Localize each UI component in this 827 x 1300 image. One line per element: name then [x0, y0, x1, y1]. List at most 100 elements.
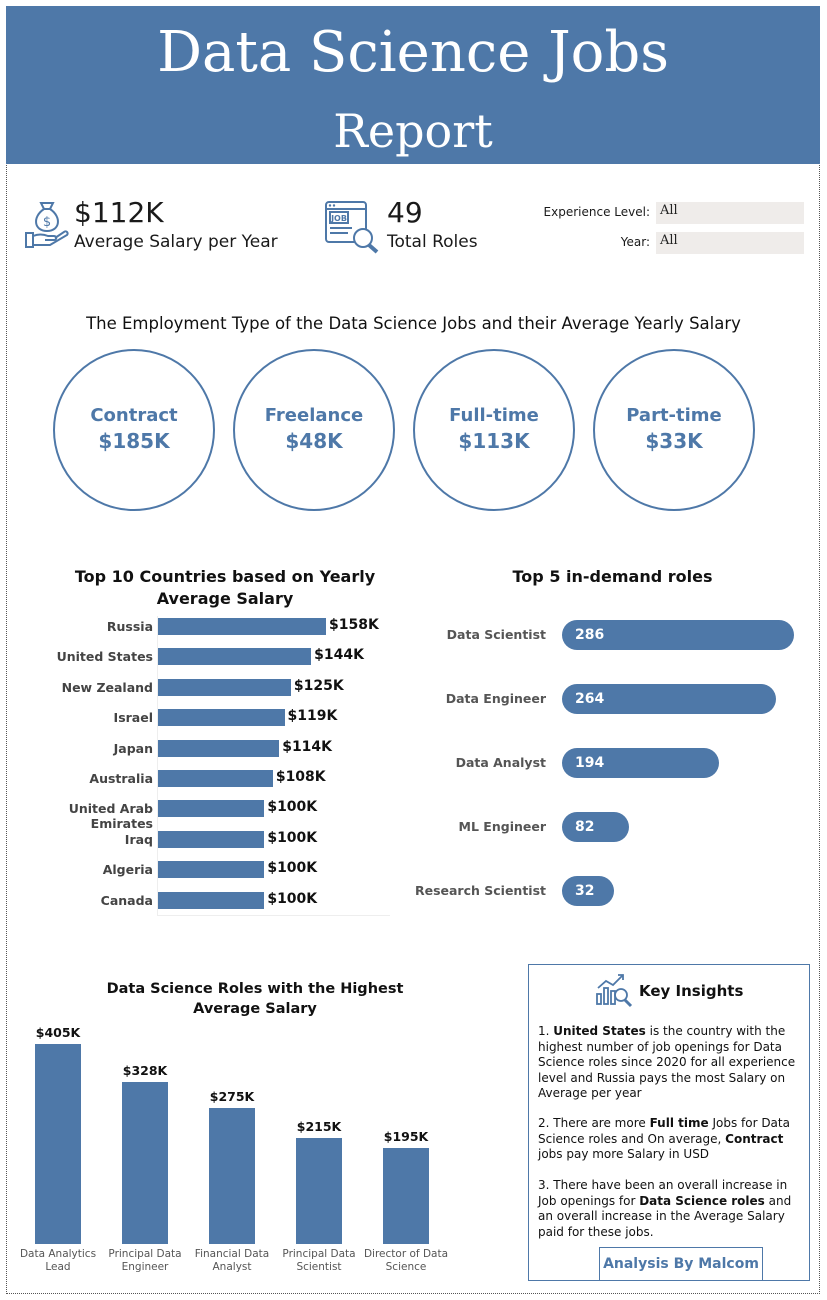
salary-column-label: Financial Data Analyst: [189, 1248, 275, 1274]
salary-column-label-line: Science: [385, 1261, 427, 1273]
experience-filter-select[interactable]: All: [656, 202, 804, 224]
country-label: United Arab Emirates: [68, 801, 153, 832]
highest-chart-title-line2: Average Salary: [193, 1001, 317, 1017]
year-filter-select[interactable]: All: [656, 232, 804, 254]
salary-column-label-line: Principal Data: [108, 1248, 182, 1260]
employment-circle-full-time: Full-time $113K: [413, 349, 575, 511]
report-header: Data Science Jobs Report: [6, 6, 820, 164]
role-bar: 264: [562, 684, 777, 714]
country-value-label: $114K: [282, 738, 333, 755]
insight-1: 1. United States is the country with the…: [538, 1024, 806, 1102]
highest-chart-title: Data Science Roles with the Highest Aver…: [60, 979, 450, 1019]
country-bar: [158, 709, 285, 727]
employment-type-salary: $48K: [285, 429, 343, 453]
country-value-label: $100K: [267, 890, 318, 907]
salary-column-label: Director of Data Science: [363, 1248, 449, 1274]
country-bar: [158, 678, 291, 696]
salary-column-value: $215K: [296, 1118, 342, 1134]
salary-column-value: $195K: [383, 1128, 429, 1144]
countries-chart-baseline: [157, 915, 390, 916]
employment-type-name: Freelance: [264, 405, 364, 426]
country-bar: [158, 648, 312, 666]
insight-text: and an overall increase in the Average S…: [538, 1193, 792, 1239]
salary-column-label-line: Data Analytics: [19, 1248, 97, 1260]
employment-section-title: The Employment Type of the Data Science …: [86, 314, 741, 333]
insight-text: jobs pay more Salary in USD: [538, 1147, 710, 1161]
role-bar: 32: [562, 876, 614, 906]
country-bar: [158, 830, 265, 848]
salary-column-label-line: Director of Data: [363, 1248, 449, 1260]
svg-text:JOB: JOB: [330, 214, 347, 223]
salary-column: [209, 1108, 255, 1244]
employment-type-salary: $185K: [98, 429, 170, 453]
highest-chart-title-line1: Data Science Roles with the Highest: [106, 981, 404, 997]
insight-number: 1.: [538, 1024, 554, 1038]
salary-column-value: $275K: [209, 1089, 255, 1105]
countries-chart-title-line1: Top 10 Countries based on Yearly: [74, 567, 376, 586]
country-value-label: $100K: [267, 860, 318, 877]
insight-number: 3.: [538, 1178, 554, 1192]
total-roles-value: 49: [387, 196, 423, 229]
employment-circle-freelance: Freelance $48K: [233, 349, 395, 511]
country-value-label: $119K: [287, 708, 338, 725]
employment-type-name: Full-time: [449, 405, 539, 426]
key-insights-title: Key Insights: [639, 982, 744, 1000]
year-filter-label: Year:: [620, 235, 650, 249]
role-bar: 286: [562, 620, 794, 650]
insight-highlight: Full time: [649, 1116, 709, 1130]
country-label: Algeria: [102, 862, 153, 878]
insight-number: 2.: [538, 1116, 554, 1130]
country-label: Israel: [113, 710, 153, 726]
salary-column-label-line: Principal Data: [282, 1248, 356, 1260]
role-label: Data Scientist: [446, 627, 546, 642]
country-value-label: $100K: [267, 829, 318, 846]
salary-column-label: Principal Data Scientist: [276, 1248, 362, 1274]
chart-magnifier-icon: [596, 974, 633, 1008]
roles-chart-title: Top 5 in-demand roles: [512, 567, 713, 586]
employment-circle-contract: Contract $185K: [53, 349, 215, 511]
salary-column-label-line: Scientist: [296, 1261, 342, 1273]
employment-circle-part-time: Part-time $33K: [593, 349, 755, 511]
country-value-label: $108K: [275, 769, 326, 785]
country-label: Canada: [100, 892, 153, 908]
key-insights-panel: Key Insights 1. United States is the cou…: [528, 964, 810, 1281]
insight-highlight: United States: [553, 1024, 646, 1038]
report-title: Data Science Jobs: [157, 20, 669, 85]
author-credit: Analysis By Malcom: [599, 1247, 763, 1281]
country-value-label: $100K: [267, 799, 318, 816]
insight-text: is the country with the highest number o…: [538, 1024, 796, 1100]
country-bar: [158, 800, 265, 818]
role-label: Research Scientist: [414, 883, 546, 898]
employment-type-salary: $113K: [458, 429, 530, 453]
total-roles-label: Total Roles: [387, 232, 478, 252]
country-bar: [158, 891, 265, 909]
insight-text: There have been an overall increase in J…: [538, 1178, 788, 1208]
avg-salary-value: $112K: [74, 196, 164, 229]
countries-chart-title-line2: Average Salary: [156, 589, 294, 608]
country-label: Australia: [89, 771, 153, 786]
country-label: Russia: [106, 619, 153, 634]
salary-column-value: $328K: [122, 1063, 168, 1079]
salary-column-label: Data Analytics Lead: [15, 1248, 101, 1274]
salary-column-label-line: Engineer: [121, 1261, 169, 1273]
role-label: ML Engineer: [458, 819, 546, 834]
role-bar: 194: [562, 748, 720, 778]
country-value-label: $158K: [329, 617, 379, 633]
salary-column: [35, 1044, 81, 1244]
salary-column: [122, 1082, 168, 1244]
avg-salary-label: Average Salary per Year: [74, 232, 278, 252]
salary-column-label-line: Lead: [45, 1261, 71, 1273]
country-label: New Zealand: [61, 679, 153, 695]
role-label: Data Engineer: [445, 691, 546, 706]
country-label: Iraq: [124, 831, 153, 847]
country-label: Japan: [113, 740, 153, 756]
salary-column: [296, 1137, 342, 1244]
insight-highlight: Data Science roles: [639, 1193, 765, 1208]
countries-chart-title: Top 10 Countries based on Yearly Average…: [40, 566, 410, 610]
employment-type-salary: $33K: [645, 429, 703, 453]
countries-chart-axis: [157, 616, 158, 916]
country-label: United States: [56, 649, 153, 665]
employment-type-name: Part-time: [626, 405, 722, 426]
experience-filter-label: Experience Level:: [543, 205, 650, 219]
country-bar: [158, 618, 326, 635]
